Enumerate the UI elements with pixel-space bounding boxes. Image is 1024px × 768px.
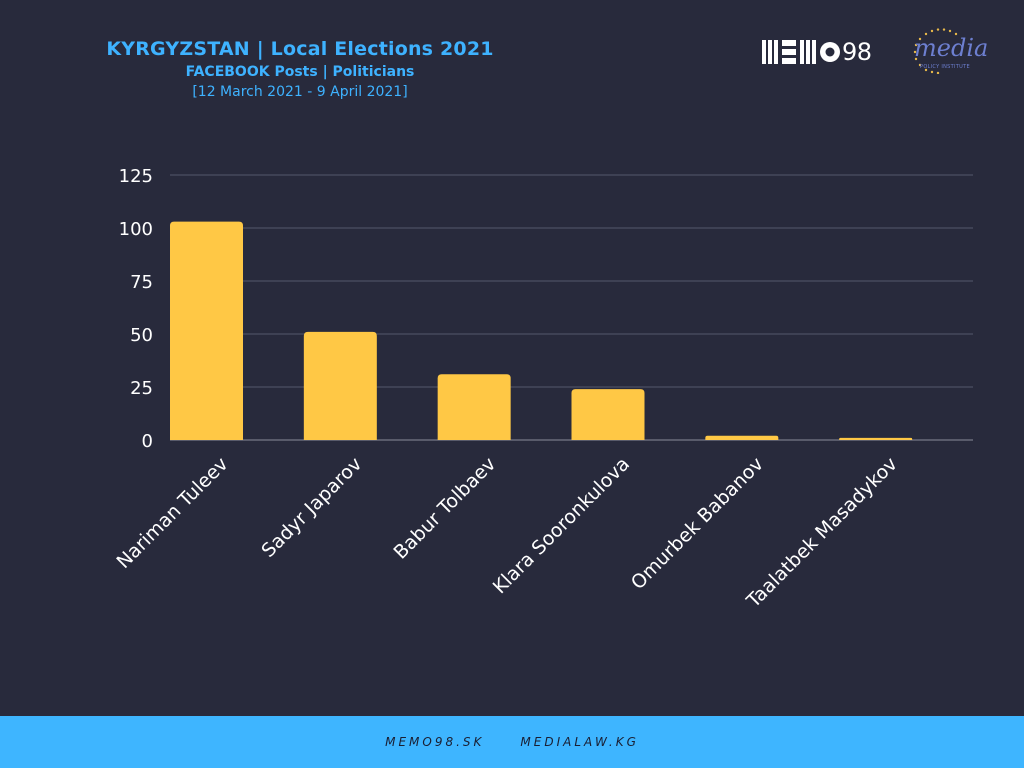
memo98-logo-mark: [762, 40, 840, 64]
dots-ring-icon: [913, 28, 958, 74]
footer-bar: MEMO98.SK MEDIALAW.KG: [0, 716, 1024, 768]
bar: [170, 221, 243, 440]
bar: [437, 374, 511, 440]
y-tick-label: 125: [119, 166, 153, 187]
bar: [571, 389, 645, 440]
bars: [170, 221, 913, 440]
media-policy-logo: media POLICY INSTITUTE: [910, 28, 994, 74]
x-axis: Nariman Tuleev Sadyr Japarov Babur Tolbaev…: [112, 453, 901, 613]
x-tick-label: Babur Tolbaev: [389, 453, 500, 564]
chart-title: KYRGYZSTAN | Local Elections 2021: [106, 38, 494, 60]
x-tick-label: Sadyr Japarov: [257, 453, 366, 562]
y-axis: 0 25 50 75 100 125: [119, 166, 153, 452]
memo98-logo: 98: [762, 38, 872, 66]
bar-chart: 0 25 50 75 100 125 Nariman Tuleev Sadyr Japaro…: [112, 166, 973, 613]
media-logo-text: media: [914, 34, 989, 62]
x-tick-label: Nariman Tuleev: [112, 453, 232, 573]
y-tick-label: 100: [119, 219, 153, 240]
x-tick-label: Omurbek Babanov: [627, 453, 768, 594]
y-tick-label: 0: [142, 431, 153, 452]
bar: [705, 435, 779, 440]
y-tick-label: 75: [130, 272, 153, 293]
y-tick-label: 50: [130, 325, 153, 346]
chart-header: KYRGYZSTAN | Local Elections 2021 FACEBO…: [0, 38, 600, 100]
x-tick-label: Taalatbek Masadykov: [742, 453, 902, 613]
bar: [839, 437, 913, 440]
media-logo-subtext: POLICY INSTITUTE: [920, 64, 970, 70]
bar: [303, 331, 377, 440]
memo98-logo-text: 98: [842, 38, 872, 66]
date-range: [12 March 2021 - 9 April 2021]: [192, 84, 408, 100]
chart-subtitle: FACEBOOK Posts | Politicians: [185, 64, 415, 80]
x-tick-label: Klara Sooronkulova: [489, 453, 634, 598]
y-tick-label: 25: [130, 378, 153, 399]
footer-link-medialaw[interactable]: MEDIALAW.KG: [520, 735, 639, 749]
footer-link-memo98[interactable]: MEMO98.SK: [385, 735, 485, 749]
